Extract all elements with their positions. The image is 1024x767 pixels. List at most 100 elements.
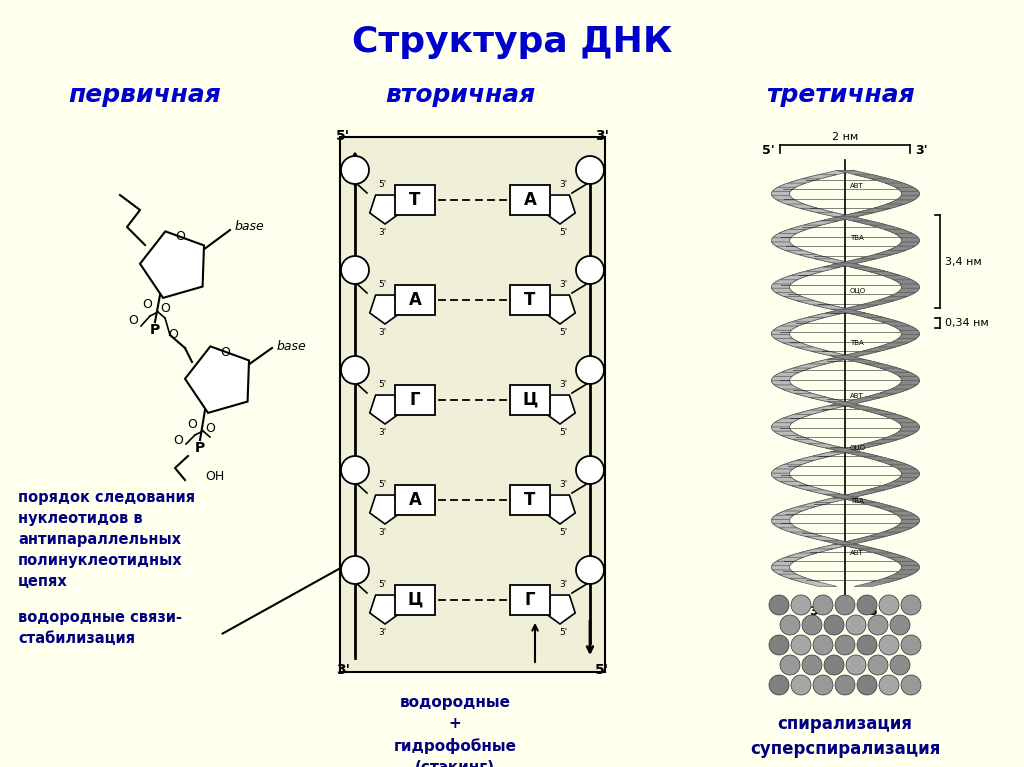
Circle shape <box>341 456 369 484</box>
Circle shape <box>341 556 369 584</box>
Text: 5': 5' <box>378 380 386 389</box>
FancyBboxPatch shape <box>395 385 435 415</box>
Text: ТВА: ТВА <box>850 498 864 504</box>
Text: А: А <box>409 491 422 509</box>
Circle shape <box>780 615 800 635</box>
Text: 3': 3' <box>915 143 928 156</box>
Circle shape <box>575 256 604 284</box>
Text: O: O <box>205 422 215 434</box>
Text: Ц: Ц <box>408 591 423 609</box>
Text: Ц: Ц <box>522 391 538 409</box>
Text: 5': 5' <box>868 605 882 618</box>
FancyBboxPatch shape <box>510 585 550 615</box>
FancyBboxPatch shape <box>340 137 605 672</box>
FancyBboxPatch shape <box>395 185 435 215</box>
Circle shape <box>802 615 822 635</box>
Circle shape <box>824 655 844 675</box>
Text: Т: Т <box>524 491 536 509</box>
Circle shape <box>791 595 811 615</box>
Circle shape <box>575 356 604 384</box>
Circle shape <box>846 615 866 635</box>
Text: P: P <box>195 441 205 455</box>
Circle shape <box>901 635 921 655</box>
Circle shape <box>835 675 855 695</box>
Text: 3': 3' <box>809 605 821 618</box>
Text: 3': 3' <box>336 663 350 677</box>
Text: А: А <box>409 291 422 309</box>
Text: 3': 3' <box>559 280 567 289</box>
Text: порядок следования
нуклеотидов в
антипараллельных
полинуклеотидных
цепях: порядок следования нуклеотидов в антипар… <box>18 490 196 589</box>
Text: base: base <box>278 340 307 353</box>
Text: 5': 5' <box>336 129 350 143</box>
Text: O: O <box>160 301 170 314</box>
Text: Г: Г <box>524 591 536 609</box>
Text: 3': 3' <box>378 628 386 637</box>
Text: 3': 3' <box>559 180 567 189</box>
Circle shape <box>802 655 822 675</box>
Text: 3': 3' <box>378 328 386 337</box>
Text: O: O <box>168 328 178 341</box>
Circle shape <box>868 615 888 635</box>
Text: 3': 3' <box>378 428 386 437</box>
Circle shape <box>879 675 899 695</box>
Circle shape <box>341 256 369 284</box>
Text: первичная: первичная <box>69 83 221 107</box>
Polygon shape <box>545 595 575 624</box>
Text: 3': 3' <box>378 528 386 537</box>
Polygon shape <box>370 495 400 524</box>
Circle shape <box>846 655 866 675</box>
Text: O: O <box>175 231 185 243</box>
Circle shape <box>835 635 855 655</box>
Text: водородные
+
гидрофобные
(стэкинг): водородные + гидрофобные (стэкинг) <box>393 695 516 767</box>
Text: base: base <box>234 220 265 233</box>
Text: АВТ: АВТ <box>850 393 864 399</box>
Text: P: P <box>150 323 160 337</box>
Text: А: А <box>523 191 537 209</box>
Text: O: O <box>128 314 138 327</box>
Text: Т: Т <box>410 191 421 209</box>
Text: O: O <box>173 433 183 446</box>
Circle shape <box>341 356 369 384</box>
Text: ОЦО: ОЦО <box>850 445 866 451</box>
Text: 3': 3' <box>595 129 609 143</box>
Circle shape <box>813 675 833 695</box>
Circle shape <box>791 635 811 655</box>
Circle shape <box>857 635 877 655</box>
Polygon shape <box>545 295 575 324</box>
Text: 5': 5' <box>559 328 567 337</box>
Text: спирализация
суперспирализация: спирализация суперспирализация <box>750 715 940 758</box>
Circle shape <box>575 156 604 184</box>
Text: 3': 3' <box>378 228 386 237</box>
Text: 5': 5' <box>378 480 386 489</box>
Polygon shape <box>545 495 575 524</box>
Text: 3': 3' <box>559 480 567 489</box>
Text: водородные связи-
стабилизация: водородные связи- стабилизация <box>18 610 182 646</box>
Text: 5': 5' <box>378 280 386 289</box>
Polygon shape <box>370 295 400 324</box>
Circle shape <box>575 556 604 584</box>
FancyBboxPatch shape <box>510 385 550 415</box>
Polygon shape <box>185 347 249 413</box>
Text: 3': 3' <box>559 380 567 389</box>
Text: 5': 5' <box>378 180 386 189</box>
Circle shape <box>769 635 790 655</box>
Circle shape <box>868 655 888 675</box>
Polygon shape <box>370 395 400 424</box>
Polygon shape <box>140 232 204 298</box>
Text: Т: Т <box>524 291 536 309</box>
Text: 3': 3' <box>559 580 567 589</box>
Circle shape <box>901 595 921 615</box>
Polygon shape <box>370 595 400 624</box>
Text: ОЦО: ОЦО <box>850 288 866 294</box>
Text: 5': 5' <box>595 663 609 677</box>
Circle shape <box>780 655 800 675</box>
Text: Структура ДНК: Структура ДНК <box>352 25 672 59</box>
FancyBboxPatch shape <box>510 185 550 215</box>
FancyBboxPatch shape <box>395 285 435 315</box>
Text: 5': 5' <box>762 143 775 156</box>
Text: 5': 5' <box>559 228 567 237</box>
Text: O: O <box>187 417 197 430</box>
Text: 3,4 нм: 3,4 нм <box>945 257 982 267</box>
Polygon shape <box>370 195 400 224</box>
Circle shape <box>890 615 910 635</box>
